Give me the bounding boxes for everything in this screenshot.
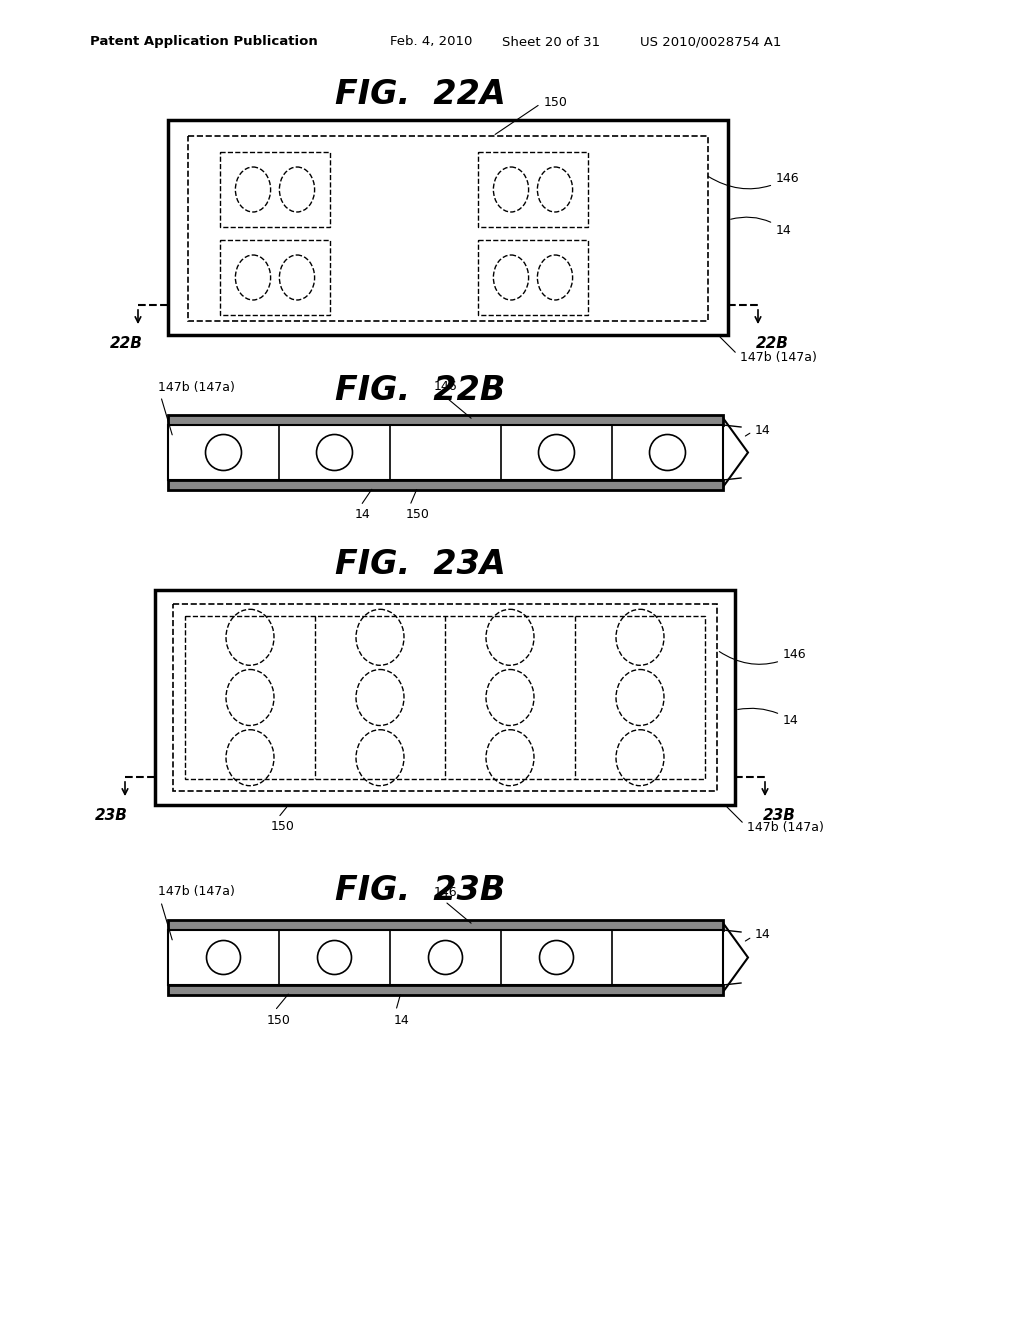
Text: 14: 14 xyxy=(731,216,792,236)
Bar xyxy=(188,136,708,321)
Text: 147b (147a): 147b (147a) xyxy=(158,380,234,434)
Text: US 2010/0028754 A1: US 2010/0028754 A1 xyxy=(640,36,781,49)
Text: 147b (147a): 147b (147a) xyxy=(720,337,817,363)
Bar xyxy=(173,605,717,791)
Bar xyxy=(478,240,588,315)
Text: FIG.  22B: FIG. 22B xyxy=(335,374,505,407)
Text: 150: 150 xyxy=(267,994,291,1027)
Text: Patent Application Publication: Patent Application Publication xyxy=(90,36,317,49)
Text: Feb. 4, 2010: Feb. 4, 2010 xyxy=(390,36,472,49)
Text: 22B: 22B xyxy=(110,335,142,351)
Bar xyxy=(168,985,723,995)
Bar xyxy=(168,920,723,931)
Text: 146: 146 xyxy=(719,648,807,664)
Text: 14: 14 xyxy=(354,490,372,521)
Bar xyxy=(185,616,705,779)
Text: 14: 14 xyxy=(745,928,771,941)
Bar xyxy=(220,152,330,227)
Text: 146: 146 xyxy=(434,380,471,418)
Text: 23B: 23B xyxy=(763,808,796,822)
Text: FIG.  22A: FIG. 22A xyxy=(335,78,506,111)
Bar xyxy=(220,240,330,315)
Text: 147b (147a): 147b (147a) xyxy=(158,886,234,940)
Text: 150: 150 xyxy=(406,490,430,521)
Text: 14: 14 xyxy=(393,995,409,1027)
Text: 23B: 23B xyxy=(94,808,127,822)
Text: 150: 150 xyxy=(270,807,295,833)
Bar xyxy=(155,590,735,805)
Text: 146: 146 xyxy=(709,172,800,189)
Bar xyxy=(478,152,588,227)
Bar xyxy=(168,120,728,335)
Text: 150: 150 xyxy=(496,95,567,135)
Bar xyxy=(168,414,723,425)
Text: 146: 146 xyxy=(434,886,471,923)
Text: FIG.  23B: FIG. 23B xyxy=(335,874,505,907)
Bar xyxy=(168,425,723,480)
Bar xyxy=(168,931,723,985)
Text: Sheet 20 of 31: Sheet 20 of 31 xyxy=(502,36,600,49)
Bar xyxy=(168,480,723,490)
Text: 147b (147a): 147b (147a) xyxy=(727,807,824,833)
Text: FIG.  23A: FIG. 23A xyxy=(335,549,506,582)
Text: 14: 14 xyxy=(745,424,771,437)
Text: 14: 14 xyxy=(737,709,799,726)
Text: 22B: 22B xyxy=(756,335,788,351)
